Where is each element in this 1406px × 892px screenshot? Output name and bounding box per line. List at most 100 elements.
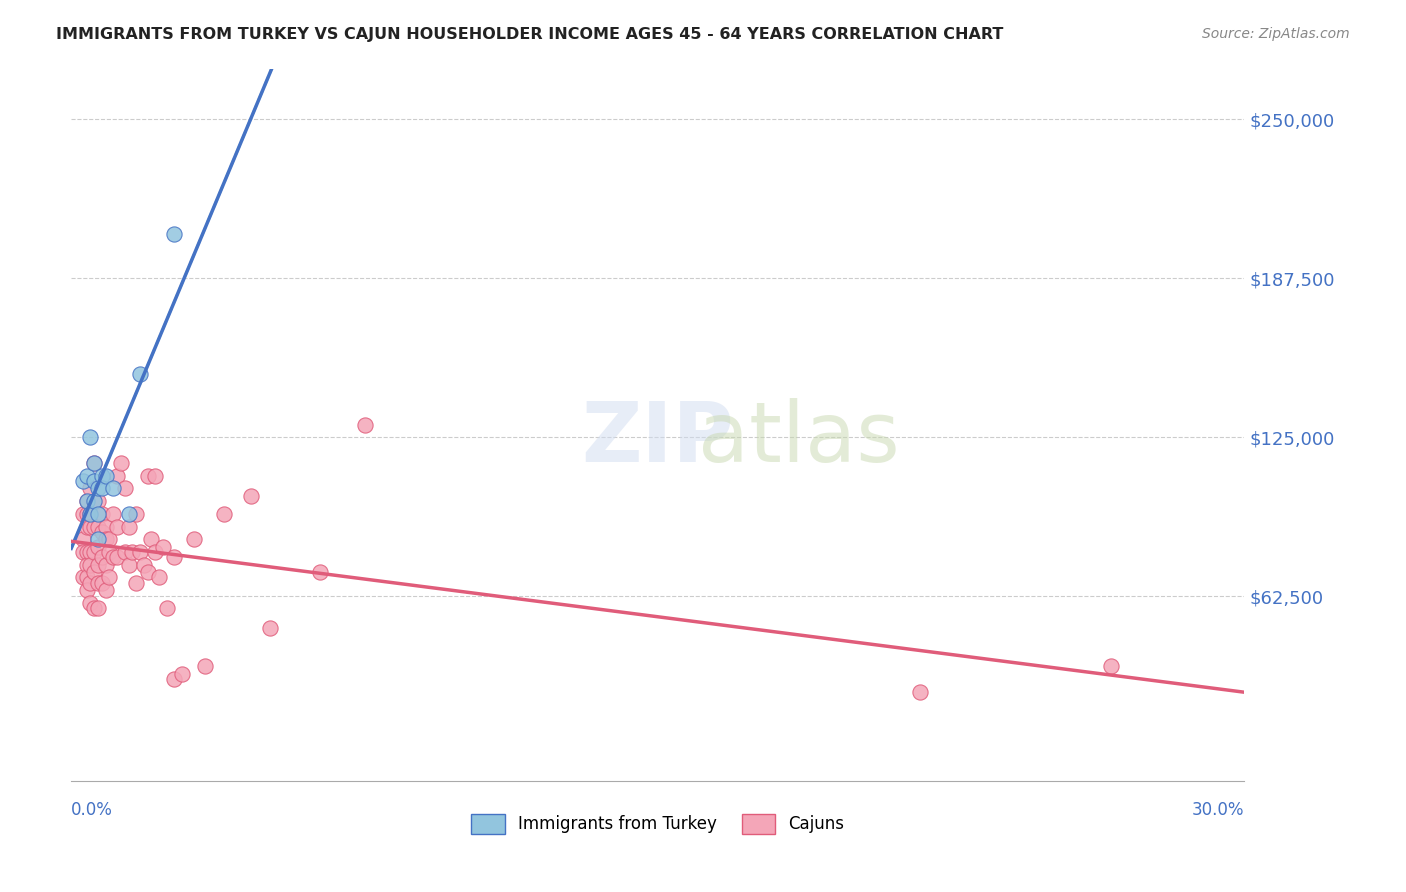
- Point: [83, 456, 105, 470]
- Point: [163, 550, 186, 565]
- Point: [87, 540, 110, 554]
- Point: [76, 545, 98, 559]
- Point: [114, 545, 136, 559]
- Point: [72, 570, 94, 584]
- Point: [1099, 659, 1122, 673]
- Point: [132, 558, 155, 572]
- Point: [76, 519, 98, 533]
- Point: [79, 507, 101, 521]
- Point: [212, 507, 235, 521]
- Point: [308, 566, 330, 580]
- Point: [194, 659, 217, 673]
- Point: [87, 558, 110, 572]
- Point: [87, 481, 110, 495]
- Point: [143, 468, 166, 483]
- Point: [87, 494, 110, 508]
- Point: [90, 507, 112, 521]
- Point: [117, 519, 139, 533]
- Point: [79, 558, 101, 572]
- Point: [354, 417, 377, 432]
- Point: [79, 430, 101, 444]
- Text: 30.0%: 30.0%: [1192, 801, 1244, 820]
- Point: [114, 481, 136, 495]
- Point: [90, 481, 112, 495]
- Point: [183, 533, 205, 547]
- Point: [148, 570, 170, 584]
- Point: [908, 685, 931, 699]
- Point: [76, 570, 98, 584]
- Point: [79, 596, 101, 610]
- Point: [163, 227, 186, 241]
- Point: [79, 519, 101, 533]
- Point: [105, 550, 128, 565]
- Point: [83, 601, 105, 615]
- Text: IMMIGRANTS FROM TURKEY VS CAJUN HOUSEHOLDER INCOME AGES 45 - 64 YEARS CORRELATIO: IMMIGRANTS FROM TURKEY VS CAJUN HOUSEHOL…: [56, 27, 1004, 42]
- Legend: Immigrants from Turkey, Cajuns: Immigrants from Turkey, Cajuns: [461, 804, 855, 844]
- Point: [98, 570, 121, 584]
- Point: [79, 507, 101, 521]
- Point: [110, 456, 132, 470]
- Point: [94, 468, 117, 483]
- Point: [90, 468, 112, 483]
- Point: [105, 519, 128, 533]
- Point: [79, 481, 101, 495]
- Point: [79, 545, 101, 559]
- Point: [72, 507, 94, 521]
- Point: [87, 533, 110, 547]
- Point: [152, 540, 174, 554]
- Point: [94, 583, 117, 598]
- Point: [72, 545, 94, 559]
- Point: [239, 489, 262, 503]
- Point: [83, 494, 105, 508]
- Point: [76, 494, 98, 508]
- Text: ZIP: ZIP: [582, 399, 734, 480]
- Point: [72, 474, 94, 488]
- Point: [72, 533, 94, 547]
- Point: [117, 507, 139, 521]
- Point: [94, 558, 117, 572]
- Point: [121, 545, 143, 559]
- Text: atlas: atlas: [697, 399, 900, 480]
- Point: [141, 533, 163, 547]
- Point: [94, 519, 117, 533]
- Point: [129, 367, 152, 381]
- Point: [76, 494, 98, 508]
- Point: [76, 583, 98, 598]
- Point: [83, 494, 105, 508]
- Point: [83, 519, 105, 533]
- Text: 0.0%: 0.0%: [72, 801, 112, 820]
- Point: [87, 519, 110, 533]
- Point: [76, 558, 98, 572]
- Point: [156, 601, 179, 615]
- Point: [94, 533, 117, 547]
- Point: [76, 468, 98, 483]
- Point: [87, 601, 110, 615]
- Point: [83, 545, 105, 559]
- Point: [163, 672, 186, 686]
- Point: [125, 507, 148, 521]
- Point: [90, 524, 112, 539]
- Point: [129, 545, 152, 559]
- Point: [125, 575, 148, 590]
- Point: [136, 468, 159, 483]
- Point: [83, 474, 105, 488]
- Point: [83, 456, 105, 470]
- Point: [90, 550, 112, 565]
- Point: [143, 545, 166, 559]
- Text: Source: ZipAtlas.com: Source: ZipAtlas.com: [1202, 27, 1350, 41]
- Point: [87, 507, 110, 521]
- Point: [76, 507, 98, 521]
- Point: [83, 566, 105, 580]
- Point: [170, 667, 193, 681]
- Point: [117, 558, 139, 572]
- Point: [79, 575, 101, 590]
- Point: [98, 533, 121, 547]
- Point: [87, 575, 110, 590]
- Point: [103, 507, 125, 521]
- Point: [103, 550, 125, 565]
- Point: [259, 621, 281, 635]
- Point: [90, 575, 112, 590]
- Point: [103, 481, 125, 495]
- Point: [136, 566, 159, 580]
- Point: [105, 468, 128, 483]
